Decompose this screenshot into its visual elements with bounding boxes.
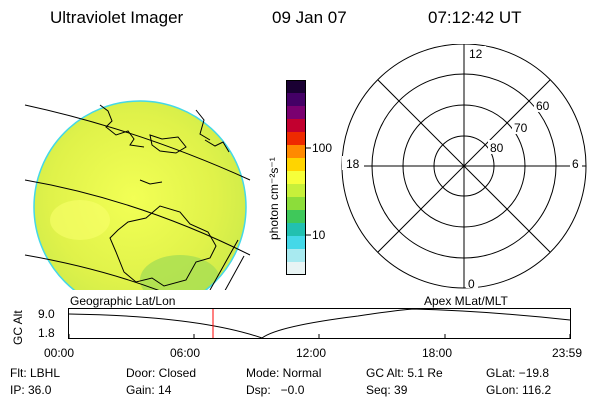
lat-80-label: 80 xyxy=(490,141,504,155)
status-gain: Gain: 14 xyxy=(126,383,172,397)
colorbar-swatch xyxy=(286,223,306,237)
colorbar-border xyxy=(286,80,306,275)
timeline-tick-1200: 12:00 xyxy=(296,346,327,360)
coastline xyxy=(99,104,245,290)
colorbar-tick-10: 10 xyxy=(312,228,326,242)
colorbar-swatch xyxy=(286,236,306,250)
colorbar-swatch xyxy=(286,106,306,120)
timeline-tick-2359: 23:59 xyxy=(552,346,583,360)
status-glat: GLat: −19.8 xyxy=(486,366,550,380)
status-gc-alt: GC Alt: 5.1 Re xyxy=(366,366,443,380)
earth-uv-image xyxy=(24,100,251,290)
colorbar-tick-100: 100 xyxy=(312,141,333,155)
svg-text:photon cm⁻²s⁻¹: photon cm⁻²s⁻¹ xyxy=(267,157,281,240)
colorbar-swatch xyxy=(286,210,306,224)
mlt-12-label: 12 xyxy=(469,47,483,61)
svg-text:GC Alt: GC Alt xyxy=(11,310,25,345)
colorbar-swatch xyxy=(286,197,306,211)
colorbar-swatch xyxy=(286,80,306,94)
timeline-tick-0000: 00:00 xyxy=(44,346,75,360)
time-label: 07:12:42 UT xyxy=(428,8,522,27)
timeline-y-axis-label: GC Alt xyxy=(11,310,25,345)
timeline-left-label: Geographic Lat/Lon xyxy=(70,294,176,308)
altitude-curve xyxy=(68,308,571,339)
colorbar-swatch xyxy=(286,145,306,159)
status-door: Door: Closed xyxy=(126,366,197,380)
colorbar-swatch xyxy=(286,132,306,146)
instrument-title: Ultraviolet Imager xyxy=(50,8,184,27)
status-seq: Seq: 39 xyxy=(366,383,408,397)
polar-mlat-mlt-plot: 12 18 6 0 60 70 80 xyxy=(341,44,587,291)
mlt-18-label: 18 xyxy=(346,157,360,171)
timeline-tick-1800: 18:00 xyxy=(422,346,453,360)
colorbar-swatch xyxy=(286,262,306,275)
timeline-ymin: 1.8 xyxy=(38,326,55,340)
colorbar-swatch xyxy=(286,158,306,172)
mlt-6-label: 6 xyxy=(572,157,579,171)
status-filter: Flt: LBHL xyxy=(10,366,61,380)
timeline-tick-0600: 06:00 xyxy=(170,346,201,360)
date-label: 09 Jan 07 xyxy=(272,8,347,27)
timeline-ymax: 9.0 xyxy=(38,307,55,321)
lat-60-label: 60 xyxy=(536,99,550,113)
colorbar-swatch xyxy=(286,119,306,133)
colorbar-unit-label: photon cm⁻²s⁻¹ xyxy=(267,157,281,240)
status-dsp: Dsp: −0.0 xyxy=(246,383,305,397)
mlt-0-label: 0 xyxy=(468,277,475,291)
status-mode: Mode: Normal xyxy=(246,366,322,380)
colorbar-swatch xyxy=(286,184,306,198)
colorbar-ticks xyxy=(306,147,311,236)
colorbar-swatch xyxy=(286,249,306,263)
lat-70-label: 70 xyxy=(514,121,528,135)
colorbar xyxy=(286,80,306,275)
status-ip: IP: 36.0 xyxy=(10,383,52,397)
status-glon: GLon: 116.2 xyxy=(486,383,552,397)
colorbar-swatch xyxy=(286,171,306,185)
timeline-plot xyxy=(68,308,571,339)
colorbar-swatch xyxy=(286,93,306,107)
grid-lines xyxy=(24,104,251,290)
timeline-right-label: Apex MLat/MLT xyxy=(424,294,508,308)
